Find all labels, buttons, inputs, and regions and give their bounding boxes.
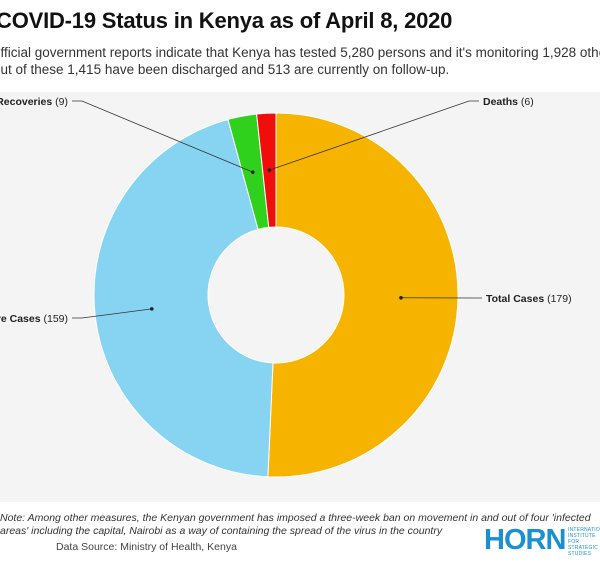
label-recoveries: Recoveries (9) [0, 96, 68, 108]
leader-dot-recoveries [250, 170, 255, 174]
slice-total-cases [267, 112, 459, 478]
label-name: Deaths [483, 96, 518, 108]
label-active-cases: Active Cases (159) [0, 313, 68, 325]
leader-line-deaths [269, 100, 479, 171]
label-value: (9) [52, 96, 68, 108]
label-value: (179) [544, 293, 571, 305]
label-value: (6) [518, 96, 534, 108]
horn-logo: HORN INTERNATIONAL INSTITUTE FOR STRATEG… [484, 524, 600, 557]
leader-dot-total-cases [399, 295, 403, 300]
label-name: Total Cases [486, 293, 544, 305]
data-source: Data Source: Ministry of Health, Kenya [56, 541, 237, 553]
label-name: Recoveries [0, 96, 52, 108]
donut-chart: Total Cases (179) Active Cases (159) Recov… [0, 96, 572, 478]
footnote: Note: Among other measures, the Kenyan g… [0, 512, 591, 537]
leader-line-active-cases [72, 308, 152, 319]
logo-subtitle: INTERNATIONAL INSTITUTE FOR STRATEGIC ST… [568, 527, 600, 557]
slice-active-cases [93, 118, 274, 478]
logo-wordmark: HORN [484, 524, 566, 556]
leader-line-recoveries [72, 100, 253, 173]
label-deaths: Deaths (6) [483, 96, 534, 108]
chart-subtitle: Official government reports indicate tha… [0, 45, 600, 77]
chart-title: COVID-19 Status in Kenya as of April 8, … [0, 8, 453, 33]
leader-dot-deaths [267, 168, 272, 172]
label-total-cases: Total Cases (179) [486, 293, 572, 305]
label-name: Active Cases [0, 313, 41, 325]
label-value: (159) [41, 313, 68, 325]
leader-dot-active-cases [149, 307, 154, 311]
slice-deaths [256, 112, 277, 228]
